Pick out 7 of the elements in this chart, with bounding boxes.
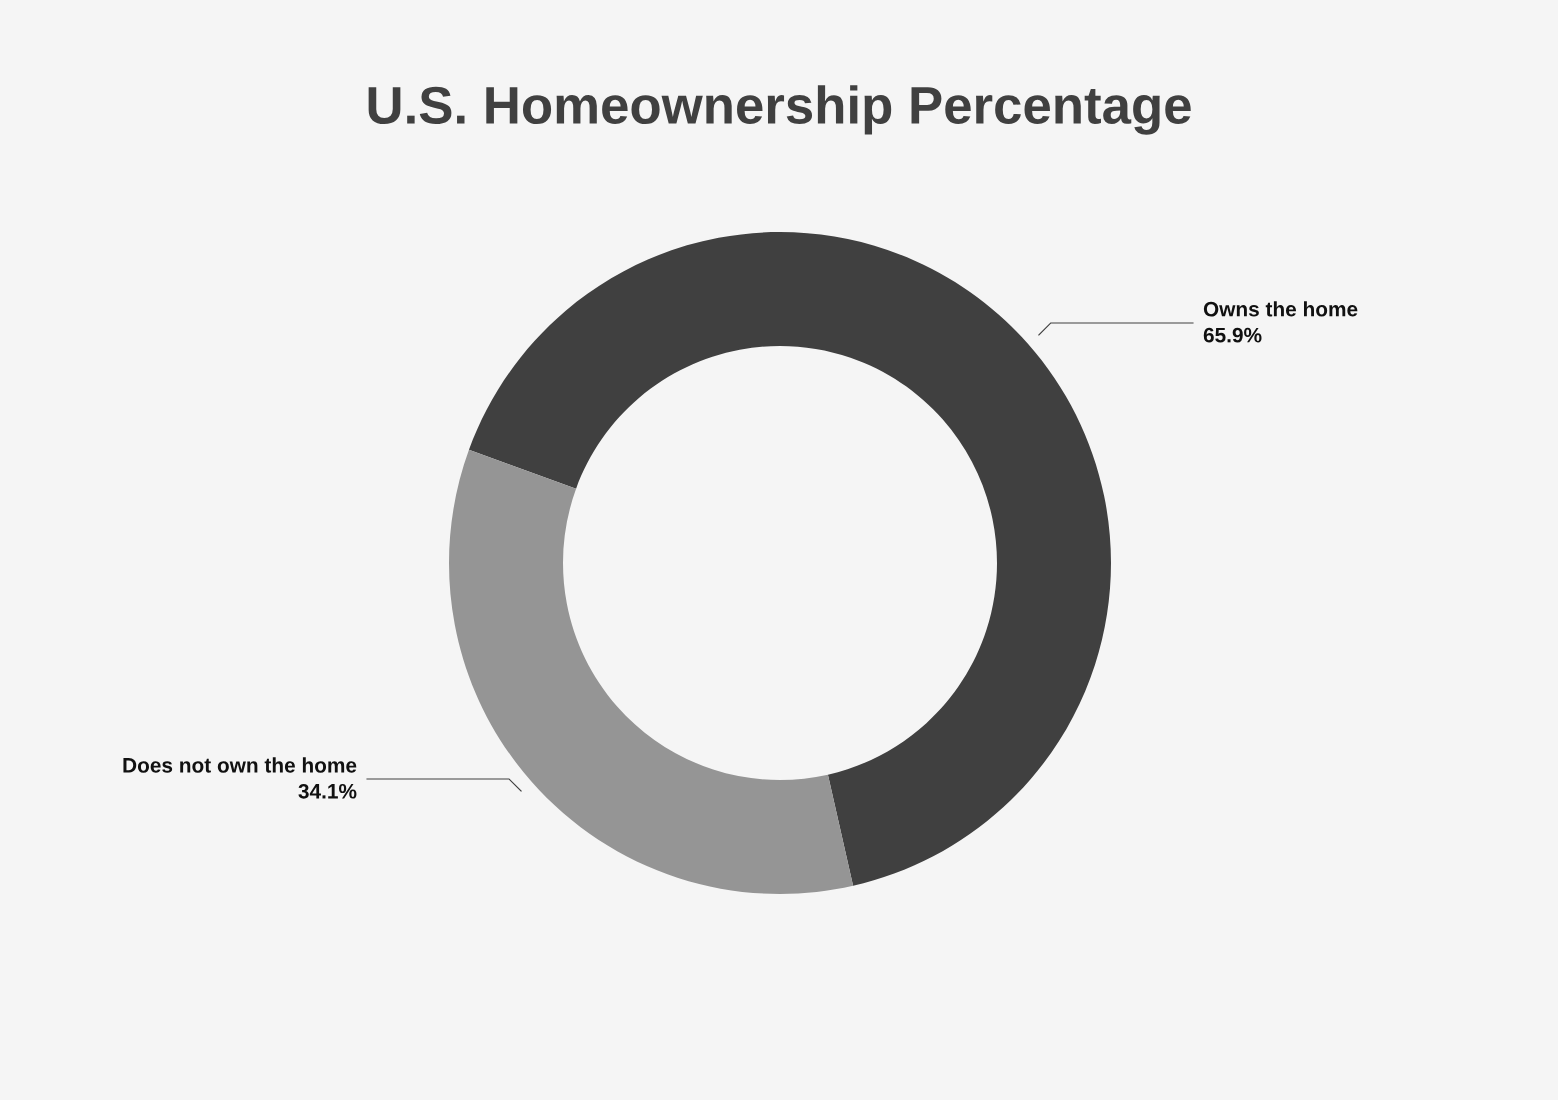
slice-label: Owns the home xyxy=(1203,301,1358,317)
donut-slice xyxy=(468,232,1111,886)
chart-title: U.S. Homeownership Percentage xyxy=(368,85,1191,135)
data-label: 34.1% xyxy=(298,783,357,799)
slice-label: Does not own the home xyxy=(123,757,357,773)
donut-slice xyxy=(449,449,854,894)
data-label: 65.9% xyxy=(1203,327,1262,343)
